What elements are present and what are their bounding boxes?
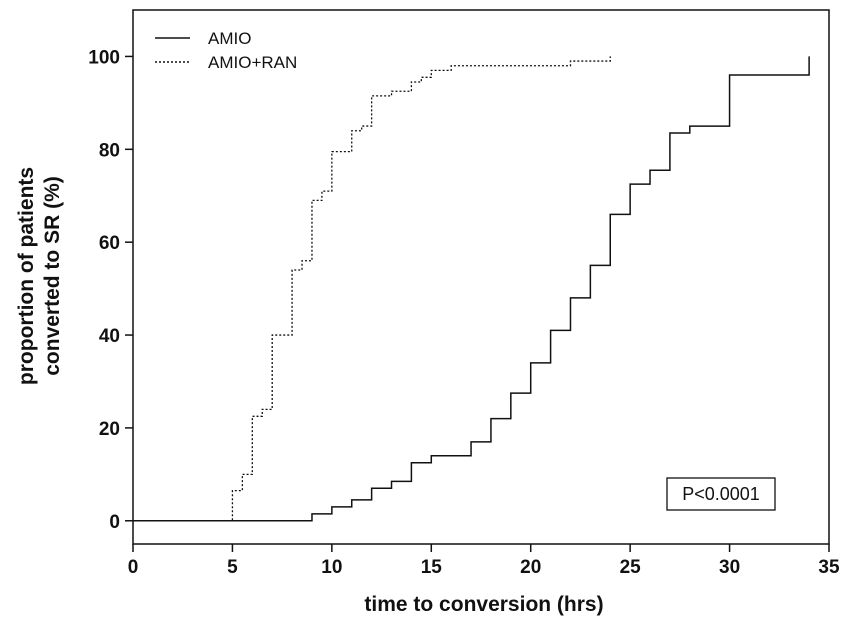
x-tick-label: 25 xyxy=(620,557,642,578)
series-layer xyxy=(133,56,810,522)
y-tick-label: 60 xyxy=(99,233,120,254)
x-tick-label: 5 xyxy=(227,557,238,578)
y-axis-title-line-1: proportion of patients xyxy=(15,167,38,385)
p-value-annotation: P<0.0001 xyxy=(666,477,776,511)
y-tick-label: 0 xyxy=(109,512,120,533)
x-tick-label: 10 xyxy=(321,557,342,578)
p-value-text: P<0.0001 xyxy=(682,484,760,504)
x-axis: 0 5 10 15 20 25 30 35 xyxy=(128,544,840,578)
legend: AMIO AMIO+RAN xyxy=(155,29,297,72)
x-tick-label: 0 xyxy=(128,557,139,578)
y-axis: 0 20 40 60 80 100 xyxy=(88,47,133,533)
y-tick-label: 80 xyxy=(99,140,120,161)
x-tick-label: 35 xyxy=(818,557,840,578)
y-axis-title-line-2: converted to SR (%) xyxy=(41,176,64,376)
x-tick-label: 20 xyxy=(520,557,541,578)
legend-label-amio-ran: AMIO+RAN xyxy=(208,53,297,72)
y-tick-label: 100 xyxy=(88,47,120,68)
y-tick-label: 40 xyxy=(99,326,120,347)
legend-label-amio: AMIO xyxy=(208,29,251,48)
series-line-amio xyxy=(133,56,810,522)
series-line-amio-ran xyxy=(133,56,611,522)
x-axis-title: time to conversion (hrs) xyxy=(364,593,603,616)
p-value-box xyxy=(666,477,776,511)
x-tick-label: 15 xyxy=(421,557,443,578)
plot-frame xyxy=(132,9,830,545)
x-tick-label: 30 xyxy=(719,557,740,578)
y-tick-label: 20 xyxy=(99,419,120,440)
